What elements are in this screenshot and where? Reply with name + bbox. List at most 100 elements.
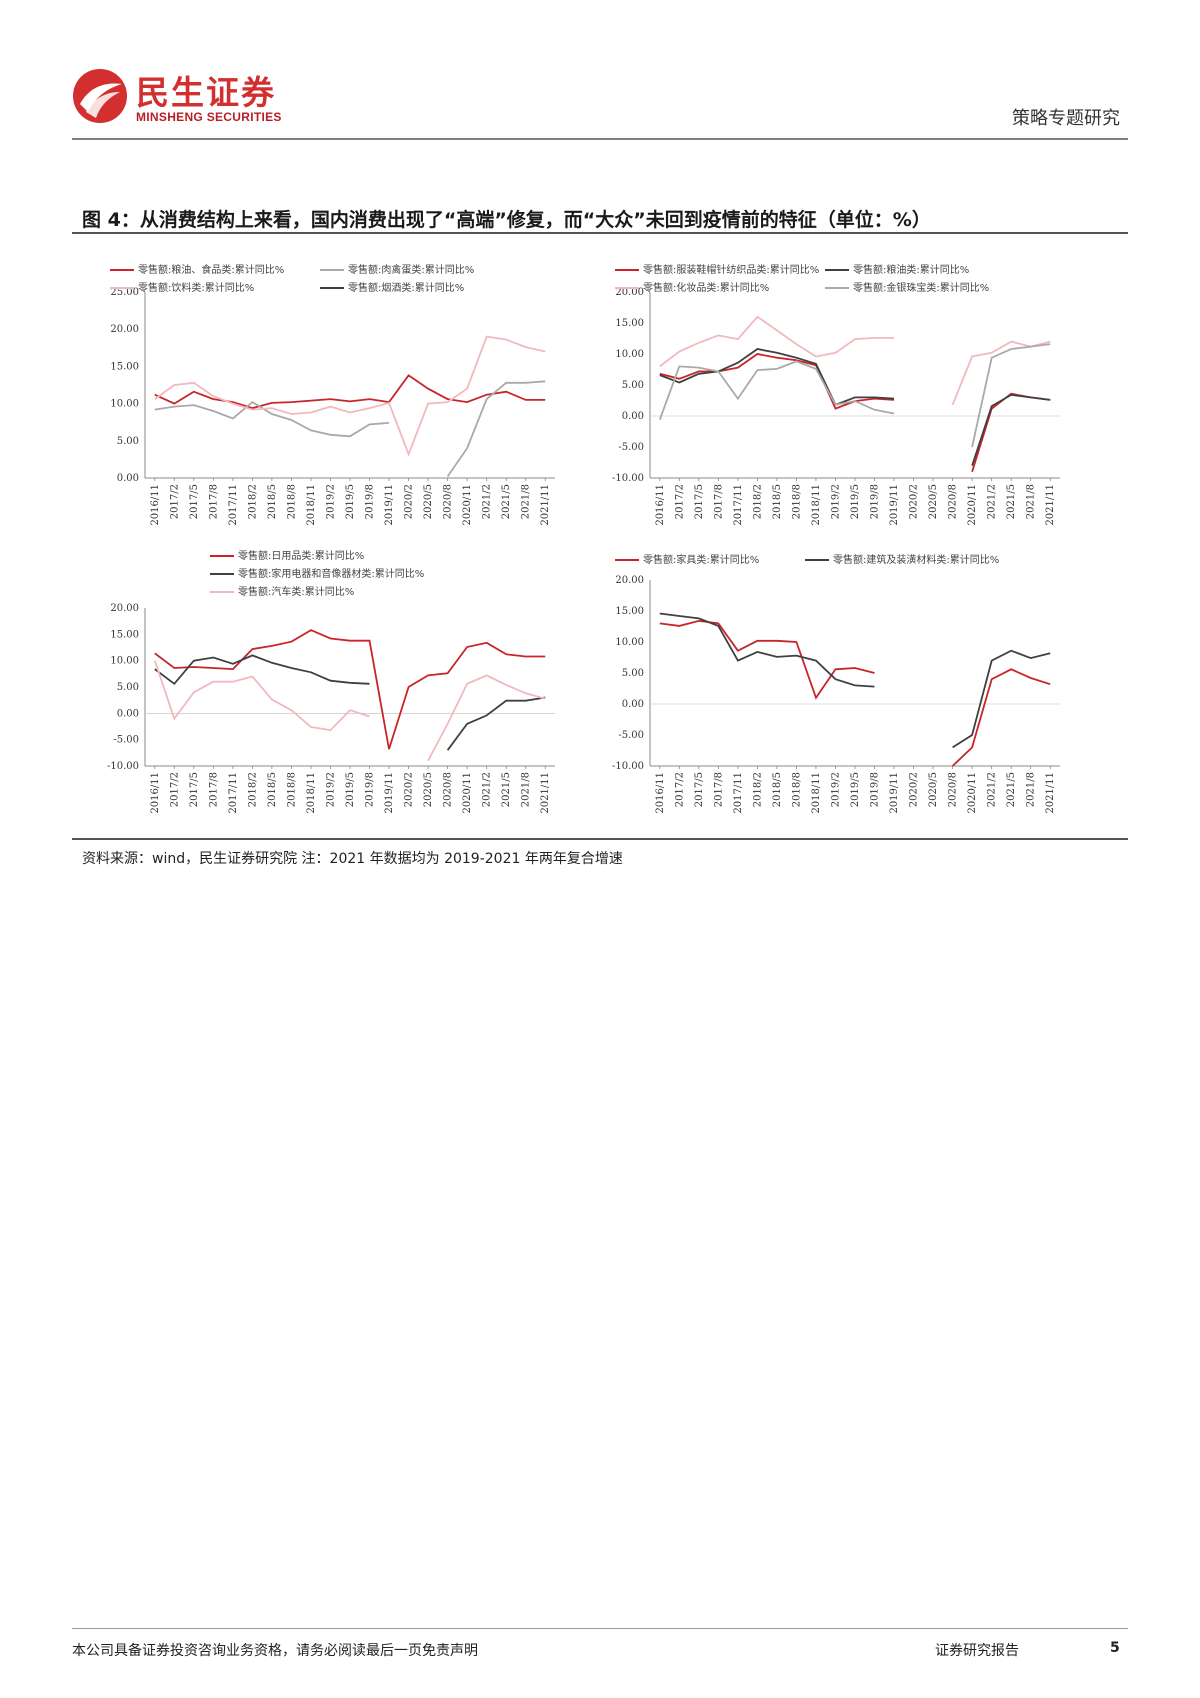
legend-label: 零售额:汽车类:累计同比%: [238, 585, 354, 598]
x-tick-label: 2020/11: [462, 772, 473, 814]
chart-svg: 20.00 15.00 10.00 5.00 0.00 -5.00 -10.00 2016/1…: [612, 263, 1060, 526]
x-tick-label: 2019/2: [830, 484, 841, 519]
x-tick-label: 2017/2: [169, 772, 180, 807]
x-tick-label: 2017/11: [228, 772, 239, 814]
x-tick-label: 2020/8: [948, 484, 959, 519]
figure-source: 资料来源：wind，民生证券研究院 注：2021 年数据均为 2019-2021…: [82, 851, 623, 867]
y-tick-label: -5.00: [618, 442, 644, 453]
x-tick-label: 2020/2: [909, 772, 920, 807]
y-tick-label: 5.00: [117, 436, 139, 447]
minsheng-logo-icon: [73, 69, 127, 123]
x-tick-label: 2020/11: [462, 484, 473, 526]
x-tick-label: 2019/8: [365, 772, 376, 807]
legend-entry: 零售额:家用电器和音像器材类:累计同比%: [210, 567, 424, 580]
x-tick-label: 2019/5: [345, 772, 356, 807]
chart-food-beverage: 25.00 20.00 15.00 10.00 5.00 0.00 2016/11 2017/…: [100, 262, 570, 532]
x-tick-label: 2016/11: [150, 772, 161, 814]
x-tick-label: 2017/8: [208, 772, 219, 807]
legend-entry: 零售额:汽车类:累计同比%: [210, 585, 354, 598]
y-tick-label: 10.00: [110, 399, 139, 410]
x-tick-label: 2017/8: [713, 772, 724, 807]
y-tick-label: 0.00: [117, 708, 139, 719]
x-tick-label: 2017/2: [674, 772, 685, 807]
legend-entry: 零售额:金银珠宝类:累计同比%: [825, 281, 989, 294]
y-tick-label: 20.00: [615, 287, 644, 298]
x-tick-label: 2019/2: [325, 484, 336, 519]
series-line: [658, 343, 1051, 448]
x-tick-label: 2016/11: [655, 772, 666, 814]
x-tick-label: 2021/2: [482, 772, 493, 807]
y-tick-label: 25.00: [110, 287, 139, 298]
series-line: [659, 348, 1051, 466]
legend-entry: 零售额:服装鞋帽针纺织品类:累计同比%: [615, 263, 819, 276]
y-tick-label: -5.00: [113, 735, 139, 746]
legend-entry: 零售额:粮油、食品类:累计同比%: [110, 263, 284, 276]
x-tick-label: 2017/5: [694, 484, 705, 519]
brand-name-cn: 民生证券: [136, 73, 276, 112]
x-tick-label: 2019/5: [850, 772, 861, 807]
x-tick-label: 2021/11: [540, 484, 551, 526]
report-type: 策略专题研究: [1012, 108, 1120, 129]
x-tick-label: 2019/5: [345, 484, 356, 519]
series-line: [659, 619, 1051, 766]
y-tick-label: 10.00: [615, 637, 644, 648]
x-tick-label: 2021/8: [521, 484, 532, 519]
x-tick-label: 2021/5: [501, 484, 512, 519]
chart-daily-appliance-auto: 20.00 15.00 10.00 5.00 0.00 -5.00 -10.00 2016/1…: [100, 550, 570, 820]
x-tick-label: 2020/8: [948, 772, 959, 807]
legend-entry: 零售额:家具类:累计同比%: [615, 553, 759, 566]
x-tick-label: 2018/8: [286, 484, 297, 519]
legend-entry: 零售额:烟酒类:累计同比%: [320, 281, 464, 294]
figure-bottom-rule: [72, 838, 1128, 840]
x-tick-label: 2021/11: [1045, 772, 1056, 814]
x-tick-label: 2017/5: [189, 772, 200, 807]
figure-top-rule: [72, 232, 1128, 234]
y-tick-label: 20.00: [110, 603, 139, 614]
series-line: [659, 612, 1051, 749]
y-tick-label: 10.00: [110, 656, 139, 667]
x-tick-label: 2020/2: [404, 484, 415, 519]
x-tick-label: 2019/5: [850, 484, 861, 519]
x-tick-label: 2017/11: [228, 484, 239, 526]
y-tick-label: 0.00: [622, 411, 644, 422]
legend-entry: 零售额:化妆品类:累计同比%: [615, 281, 769, 294]
y-tick-label: 5.00: [117, 682, 139, 693]
x-tick-label: 2020/2: [909, 484, 920, 519]
x-tick-label: 2018/5: [267, 772, 278, 807]
series-line: [154, 629, 546, 750]
x-tick-label: 2017/11: [733, 484, 744, 526]
x-tick-label: 2020/5: [423, 772, 434, 807]
x-tick-label: 2016/11: [655, 484, 666, 526]
x-tick-label: 2021/8: [1026, 484, 1037, 519]
x-tick-label: 2021/8: [521, 772, 532, 807]
y-tick-label: -10.00: [612, 473, 644, 484]
x-tick-label: 2018/5: [267, 484, 278, 519]
x-tick-label: 2021/2: [482, 484, 493, 519]
y-tick-label: 5.00: [622, 380, 644, 391]
x-tick-label: 2016/11: [150, 484, 161, 526]
x-tick-label: 2018/11: [811, 484, 822, 526]
page-header: 民生证券 MINSHENG SECURITIES 策略专题研究: [0, 0, 1200, 145]
x-tick-label: 2019/11: [889, 484, 900, 526]
legend-label: 零售额:肉禽蛋类:累计同比%: [348, 263, 474, 276]
y-tick-label: -10.00: [612, 761, 644, 772]
x-tick-label: 2018/5: [772, 484, 783, 519]
x-tick-label: 2018/2: [752, 484, 763, 519]
y-tick-label: 0.00: [622, 699, 644, 710]
legend-label: 零售额:粮油类:累计同比%: [853, 263, 969, 276]
x-tick-label: 2018/5: [772, 772, 783, 807]
legend-entry: 零售额:日用品类:累计同比%: [210, 550, 364, 562]
x-tick-label: 2021/5: [1006, 772, 1017, 807]
y-tick-label: 0.00: [117, 473, 139, 484]
x-tick-label: 2020/11: [967, 772, 978, 814]
x-tick-label: 2019/11: [384, 484, 395, 526]
footer-report-label: 证券研究报告: [935, 1643, 1019, 1659]
x-tick-label: 2020/11: [967, 484, 978, 526]
legend-entry: 零售额:饮料类:累计同比%: [110, 281, 254, 294]
y-tick-label: 10.00: [615, 349, 644, 360]
chart-furniture-building: 20.00 15.00 10.00 5.00 0.00 -5.00 -10.00 2016/1…: [605, 550, 1075, 820]
x-tick-label: 2021/5: [1006, 484, 1017, 519]
x-tick-label: 2017/2: [674, 484, 685, 519]
legend-label: 零售额:服装鞋帽针纺织品类:累计同比%: [643, 263, 819, 276]
x-tick-label: 2020/5: [928, 772, 939, 807]
